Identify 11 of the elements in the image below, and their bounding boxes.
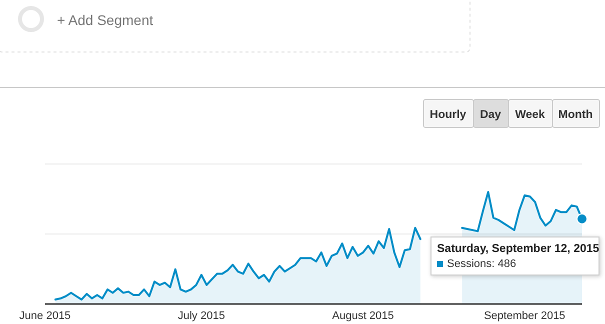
text: Day: [480, 109, 502, 121]
x-tick-label: September 2015: [484, 310, 566, 322]
x-tick-label: August 2015: [332, 310, 394, 322]
text: + Add Segment: [57, 12, 154, 28]
annotation: Saturday, September 12, 2015: [437, 243, 600, 255]
text: Month: [558, 109, 593, 121]
text: Hourly: [430, 109, 467, 121]
x-tick-label: June 2015: [19, 310, 71, 322]
annotation: Sessions: 486: [447, 258, 516, 270]
text: Week: [515, 109, 546, 121]
x-tick-label: July 2015: [178, 310, 225, 322]
